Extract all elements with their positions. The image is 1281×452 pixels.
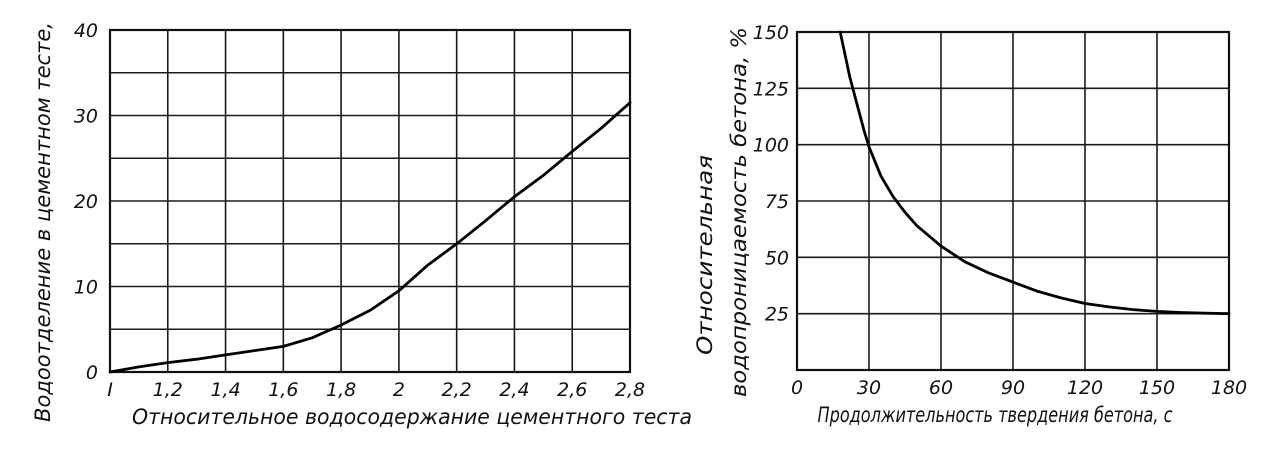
chart2-plot-frame [795, 30, 1231, 372]
y-tick-label: 150 [753, 22, 789, 44]
y-tick-label: 0 [86, 362, 98, 384]
chart2-y-axis-label-line1: Относительная [693, 155, 717, 355]
x-tick-label: 1,2 [153, 379, 183, 401]
y-tick-label: 25 [765, 304, 789, 326]
y-tick-label: 50 [765, 247, 789, 269]
y-tick-label: 75 [765, 191, 789, 213]
y-tick-label: 125 [753, 78, 789, 100]
x-tick-label: 2 [393, 379, 405, 401]
chart1-x-axis-label: Относительное водосодержание цементного … [132, 405, 692, 429]
x-tick-label: 2,8 [615, 379, 645, 401]
y-tick-label: 30 [74, 106, 98, 128]
y-tick-label: 10 [74, 277, 98, 299]
chart2-x-tick-labels: 0 30 60 90 120 150 180 [791, 377, 1247, 399]
chart1-series-line [108, 101, 632, 374]
chart2-x-axis-label: Продолжительность твердения бетона, с [818, 403, 1173, 427]
x-tick-label: 2,2 [442, 379, 472, 401]
y-tick-label: 20 [74, 191, 98, 213]
chart1-x-tick-labels: I 1,2 1,4 1,6 1,8 2 2,2 2,4 2,6 2,8 [107, 379, 645, 401]
chart1-grid [109, 30, 631, 372]
x-tick-label: 0 [791, 377, 803, 399]
x-tick-label: 150 [1139, 377, 1175, 399]
x-tick-label: 60 [929, 377, 953, 399]
x-tick-label: 180 [1211, 377, 1247, 399]
chart1-y-tick-labels: 0 10 20 30 40 [74, 20, 98, 384]
chart2-y-tick-labels: 25 50 75 100 125 150 [753, 22, 789, 326]
x-tick-label: 2,6 [557, 379, 587, 401]
chart1-plot-frame [108, 28, 632, 374]
x-tick-label: I [107, 379, 113, 401]
x-tick-label: 1,8 [326, 379, 356, 401]
x-tick-label: 2,4 [499, 379, 529, 401]
x-tick-label: 30 [857, 377, 881, 399]
chart2-grid [796, 32, 1230, 370]
y-tick-label: 40 [74, 20, 98, 42]
chart2-series-line [838, 30, 1231, 316]
x-tick-label: 1,6 [268, 379, 298, 401]
x-tick-label: 1,4 [210, 379, 240, 401]
chart-water-separation: I 1,2 1,4 1,6 1,8 2 2,2 2,4 2,6 2,8 0 10 20 30 40 Отн… [31, 20, 692, 429]
chart1-y-axis-label: Водоотделение в цементном тесте, [31, 22, 55, 422]
chart2-y-axis-label-line2: водопроницаемость бетона, % [727, 27, 751, 397]
x-tick-label: 90 [1001, 377, 1025, 399]
y-tick-label: 100 [753, 135, 789, 157]
x-tick-label: 120 [1067, 377, 1103, 399]
chart-relative-permeability: 0 30 60 90 120 150 180 25 50 75 100 125 150 Продолж… [693, 22, 1247, 427]
